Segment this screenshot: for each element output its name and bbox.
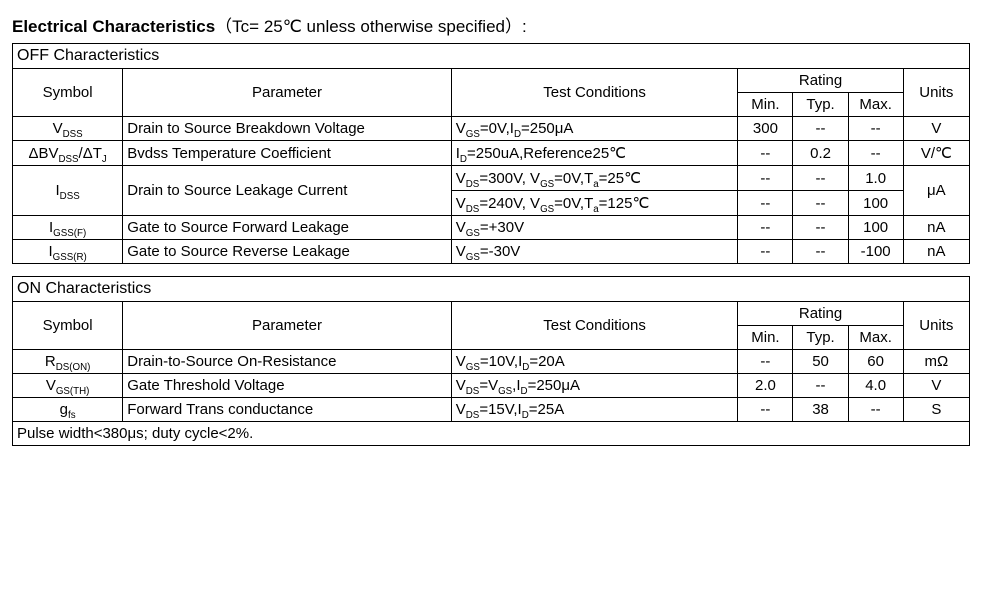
cond: VGS=10V,ID=20A [451, 350, 738, 374]
unit: V/℃ [903, 141, 969, 166]
symbol-igssr: IGSS(R) [13, 240, 123, 264]
unit: mΩ [903, 350, 969, 374]
symbol-idss: IDSS [13, 166, 123, 216]
col-typ: Typ. [793, 93, 848, 117]
col-min: Min. [738, 326, 793, 350]
typ: 0.2 [793, 141, 848, 166]
unit: μA [903, 166, 969, 216]
min: -- [738, 216, 793, 240]
min: -- [738, 141, 793, 166]
param: Drain-to-Source On-Resistance [123, 350, 452, 374]
cond: VDS=15V,ID=25A [451, 398, 738, 422]
table-row: gfs Forward Trans conductance VDS=15V,ID… [13, 398, 970, 422]
max: 4.0 [848, 374, 903, 398]
max: 60 [848, 350, 903, 374]
table-note-row: Pulse width<380μs; duty cycle<2%. [13, 422, 970, 446]
typ: -- [793, 240, 848, 264]
table-row: VDSS Drain to Source Breakdown Voltage V… [13, 117, 970, 141]
col-max: Max. [848, 93, 903, 117]
cond: VGS=-30V [451, 240, 738, 264]
col-units: Units [903, 302, 969, 350]
unit: nA [903, 216, 969, 240]
typ: -- [793, 216, 848, 240]
param: Bvdss Temperature Coefficient [123, 141, 452, 166]
col-parameter: Parameter [123, 69, 452, 117]
col-max: Max. [848, 326, 903, 350]
cond: VDS=240V, VGS=0V,Ta=125℃ [451, 191, 738, 216]
max: -- [848, 398, 903, 422]
col-symbol: Symbol [13, 302, 123, 350]
min: -- [738, 398, 793, 422]
unit: S [903, 398, 969, 422]
unit: nA [903, 240, 969, 264]
min: -- [738, 240, 793, 264]
typ: -- [793, 117, 848, 141]
symbol-vdss: VDSS [13, 117, 123, 141]
col-conditions: Test Conditions [451, 69, 738, 117]
on-section-header: ON Characteristics [13, 277, 970, 302]
symbol-vgsth: VGS(TH) [13, 374, 123, 398]
param: Drain to Source Leakage Current [123, 166, 452, 216]
param: Drain to Source Breakdown Voltage [123, 117, 452, 141]
col-conditions: Test Conditions [451, 302, 738, 350]
min: 300 [738, 117, 793, 141]
page-title-strong: Electrical Characteristics [12, 17, 215, 36]
cond: VGS=0V,ID=250μA [451, 117, 738, 141]
cond: VDS=VGS,ID=250μA [451, 374, 738, 398]
max: 1.0 [848, 166, 903, 191]
col-min: Min. [738, 93, 793, 117]
symbol-rdson: RDS(ON) [13, 350, 123, 374]
unit: V [903, 374, 969, 398]
symbol-dbvdss: ΔBVDSS/ΔTJ [13, 141, 123, 166]
max: 100 [848, 191, 903, 216]
param: Gate to Source Forward Leakage [123, 216, 452, 240]
symbol-gfs: gfs [13, 398, 123, 422]
page-title-rest: （Tc= 25℃ unless otherwise specified）: [215, 17, 527, 36]
col-symbol: Symbol [13, 69, 123, 117]
table-row: IGSS(F) Gate to Source Forward Leakage V… [13, 216, 970, 240]
page-title: Electrical Characteristics（Tc= 25℃ unles… [12, 12, 971, 37]
cond: ID=250uA,Reference25℃ [451, 141, 738, 166]
typ: -- [793, 166, 848, 191]
max: 100 [848, 216, 903, 240]
pulse-note: Pulse width<380μs; duty cycle<2%. [13, 422, 970, 446]
table-row: RDS(ON) Drain-to-Source On-Resistance VG… [13, 350, 970, 374]
table-row: IGSS(R) Gate to Source Reverse Leakage V… [13, 240, 970, 264]
cond: VGS=+30V [451, 216, 738, 240]
symbol-igssf: IGSS(F) [13, 216, 123, 240]
col-typ: Typ. [793, 326, 848, 350]
typ: -- [793, 374, 848, 398]
table-row: ΔBVDSS/ΔTJ Bvdss Temperature Coefficient… [13, 141, 970, 166]
off-characteristics-table: OFF Characteristics Symbol Parameter Tes… [12, 43, 970, 264]
unit: V [903, 117, 969, 141]
col-units: Units [903, 69, 969, 117]
typ: 50 [793, 350, 848, 374]
table-row: VGS(TH) Gate Threshold Voltage VDS=VGS,I… [13, 374, 970, 398]
param: Gate Threshold Voltage [123, 374, 452, 398]
max: -- [848, 117, 903, 141]
param: Gate to Source Reverse Leakage [123, 240, 452, 264]
table-row: IDSS Drain to Source Leakage Current VDS… [13, 166, 970, 191]
col-parameter: Parameter [123, 302, 452, 350]
cond: VDS=300V, VGS=0V,Ta=25℃ [451, 166, 738, 191]
min: 2.0 [738, 374, 793, 398]
param: Forward Trans conductance [123, 398, 452, 422]
max: -- [848, 141, 903, 166]
min: -- [738, 350, 793, 374]
off-section-header: OFF Characteristics [13, 44, 970, 69]
min: -- [738, 166, 793, 191]
typ: -- [793, 191, 848, 216]
col-rating: Rating [738, 69, 903, 93]
col-rating: Rating [738, 302, 903, 326]
on-characteristics-table: ON Characteristics Symbol Parameter Test… [12, 276, 970, 446]
min: -- [738, 191, 793, 216]
max: -100 [848, 240, 903, 264]
typ: 38 [793, 398, 848, 422]
